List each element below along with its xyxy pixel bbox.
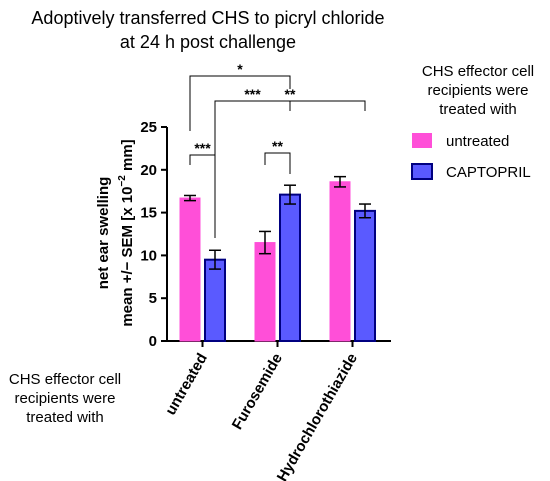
y-axis-label-line-1: net ear swelling: [95, 177, 112, 290]
legend-label-untreated: untreated: [446, 133, 509, 150]
chart-title-line-1: Adoptively transferred CHS to picryl chl…: [31, 8, 384, 28]
y-tick-label: 10: [140, 247, 157, 264]
y-axis-label-line-2: mean +/− SEM [x 10−2 mm]: [117, 139, 136, 326]
bar-untreated-0: [179, 197, 201, 342]
significance-bracket: [189, 154, 216, 182]
legend-title-line-2: recipients were: [428, 82, 529, 99]
significance-label: ***: [244, 86, 261, 102]
legend-title-line-1: CHS effector cell: [422, 63, 534, 80]
y-axis-label-exponent: −2: [117, 175, 128, 187]
bar-untreated-1: [254, 242, 276, 342]
significance-bracket: [214, 100, 366, 238]
bars: [179, 175, 376, 342]
x-side-label-line-1: CHS effector cell: [9, 371, 121, 388]
legend-swatch-captopril: [411, 163, 433, 180]
x-side-label-line-2: recipients were: [15, 390, 116, 407]
y-tick-label: 15: [140, 205, 157, 222]
significance-bracket: [264, 152, 291, 174]
y-tick-label: 0: [149, 333, 157, 350]
legend-swatch-untreated: [412, 133, 432, 148]
y-tick-label: 20: [140, 162, 157, 179]
y-axis-label-part-a: mean +/− SEM [x 10: [119, 187, 136, 327]
significance-label: *: [237, 61, 243, 77]
legend-label-captopril: CAPTOPRIL: [446, 164, 531, 181]
x-category-label: untreated: [162, 351, 211, 419]
x-category-label: Furosemide: [229, 351, 286, 433]
significance-label: **: [285, 86, 296, 102]
significance-label: **: [272, 138, 283, 154]
y-axis-label-part-b: mm]: [119, 139, 136, 175]
significance-label: ***: [194, 140, 211, 156]
y-tick-label: 5: [149, 290, 157, 307]
bar-untreated-2: [329, 181, 351, 342]
bar-captopril-2: [354, 209, 376, 342]
x-side-label-line-3: treated with: [26, 409, 104, 426]
significance-brackets: *** ****** **: [189, 61, 366, 238]
significance-bracket: [214, 100, 291, 238]
bar-captopril-1: [279, 193, 301, 342]
legend-title-line-3: treated with: [439, 101, 517, 118]
significance-bracket: [189, 75, 291, 131]
x-category-label: Hydrochlorothiazide: [274, 351, 361, 481]
bar-captopril-0: [204, 258, 226, 342]
y-tick-label: 25: [140, 119, 157, 136]
legend: CHS effector cell recipients were treate…: [411, 63, 534, 181]
chart-title-line-2: at 24 h post challenge: [120, 32, 296, 52]
